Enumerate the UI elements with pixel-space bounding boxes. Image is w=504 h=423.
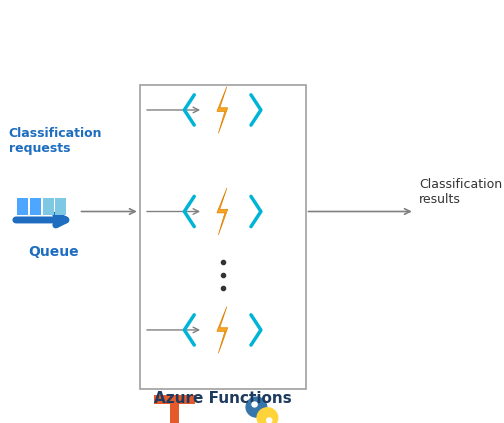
Ellipse shape [245, 396, 268, 418]
Bar [140, 85, 305, 389]
Text: Classification
requests: Classification requests [9, 127, 102, 155]
Bar [170, 404, 179, 423]
Polygon shape [217, 307, 228, 353]
Bar [154, 395, 195, 404]
Polygon shape [217, 188, 228, 235]
Polygon shape [217, 87, 228, 133]
Text: Azure Functions: Azure Functions [154, 391, 291, 406]
Bar [18, 198, 28, 215]
Text: Classification
results: Classification results [419, 178, 502, 206]
Bar [43, 198, 54, 215]
Circle shape [251, 401, 258, 408]
Ellipse shape [257, 407, 278, 423]
Circle shape [266, 417, 273, 423]
Bar [55, 198, 67, 215]
Bar [30, 198, 41, 215]
Text: Queue: Queue [28, 245, 79, 259]
